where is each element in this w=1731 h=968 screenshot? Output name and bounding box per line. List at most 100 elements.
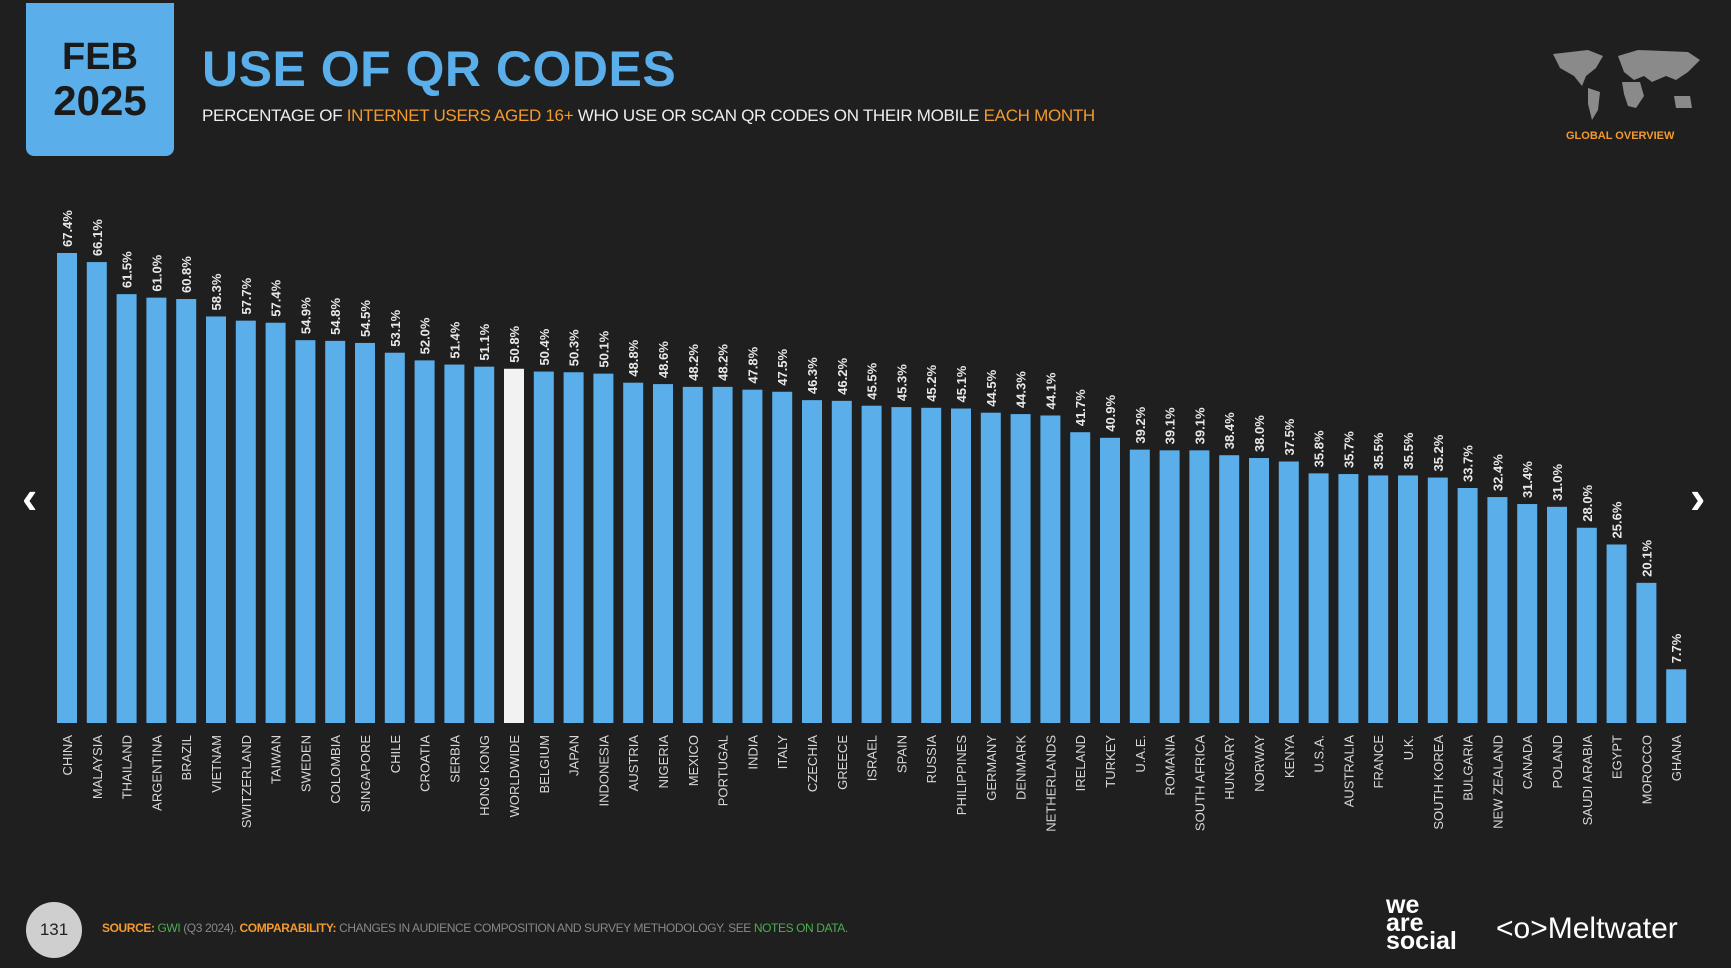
category-label: THAILAND xyxy=(120,735,135,799)
value-label: 51.4% xyxy=(447,321,462,358)
category-label: AUSTRIA xyxy=(626,735,641,792)
comparability-label: COMPARABILITY: xyxy=(239,921,337,935)
bar-japan xyxy=(563,372,584,723)
bar-norway xyxy=(1249,458,1269,723)
category-label: U.S.A. xyxy=(1312,735,1327,773)
value-label: 25.6% xyxy=(1610,501,1625,538)
bar-poland xyxy=(1547,506,1567,723)
bar-ireland xyxy=(1070,432,1091,723)
category-label: NEW ZEALAND xyxy=(1490,735,1505,829)
bar-hungary xyxy=(1219,455,1240,723)
bar-serbia xyxy=(444,364,465,723)
value-label: 66.1% xyxy=(90,219,105,256)
category-label: GHANA xyxy=(1669,735,1684,782)
category-label: CHINA xyxy=(60,735,75,776)
bar-croatia xyxy=(414,360,435,723)
category-label: CZECHIA xyxy=(805,735,820,792)
value-label: 52.0% xyxy=(418,317,433,354)
bar-philippines xyxy=(951,408,971,723)
subtitle: PERCENTAGE OF INTERNET USERS AGED 16+ WH… xyxy=(202,106,1095,126)
date-badge: FEB 2025 xyxy=(26,3,174,156)
category-label: MOROCCO xyxy=(1639,735,1654,804)
category-label: COLOMBIA xyxy=(328,735,343,804)
value-label: 50.8% xyxy=(507,325,522,362)
value-label: 48.2% xyxy=(686,344,701,381)
value-label: 39.2% xyxy=(1133,406,1148,443)
bar-china xyxy=(57,253,77,723)
bar-nigeria xyxy=(653,384,673,723)
notes-on-data-link[interactable]: NOTES ON DATA xyxy=(753,921,845,935)
bar-indonesia xyxy=(593,373,614,723)
category-label: BRAZIL xyxy=(179,735,194,781)
value-label: 35.7% xyxy=(1341,431,1356,468)
value-label: 50.3% xyxy=(567,329,582,366)
category-label: BELGIUM xyxy=(537,735,552,794)
bar-romania xyxy=(1159,450,1180,723)
value-label: 35.5% xyxy=(1401,432,1416,469)
value-label: 37.5% xyxy=(1282,418,1297,455)
value-label: 40.9% xyxy=(1103,394,1118,431)
category-label: HONG KONG xyxy=(477,735,492,816)
bar-south-korea xyxy=(1427,477,1448,723)
category-label: KENYA xyxy=(1282,735,1297,778)
category-label: VIETNAM xyxy=(209,735,224,793)
category-label: SWEDEN xyxy=(298,735,313,792)
category-label: TAIWAN xyxy=(269,735,284,784)
category-label: BULGARIA xyxy=(1461,735,1476,801)
category-label: SINGAPORE xyxy=(358,735,373,813)
value-label: 51.1% xyxy=(477,323,492,360)
bar-sweden xyxy=(295,340,316,723)
category-label: NORWAY xyxy=(1252,735,1267,792)
value-label: 44.5% xyxy=(984,369,999,406)
source-detail: (Q3 2024). xyxy=(180,921,240,935)
date-year: 2025 xyxy=(53,76,147,124)
value-label: 48.2% xyxy=(716,344,731,381)
category-label: GREECE xyxy=(835,735,850,790)
value-label: 35.8% xyxy=(1312,430,1327,467)
source-label: SOURCE: xyxy=(102,921,155,935)
value-label: 67.4% xyxy=(60,210,75,247)
page-title: USE OF QR CODES xyxy=(202,41,677,97)
footer-end: . xyxy=(844,921,848,935)
category-label: PHILIPPINES xyxy=(954,735,969,816)
category-label: WORLDWIDE xyxy=(507,735,522,818)
category-label: SOUTH AFRICA xyxy=(1192,735,1207,831)
category-label: U.K. xyxy=(1401,735,1416,760)
bar-greece xyxy=(831,400,852,723)
category-label: HUNGARY xyxy=(1222,735,1237,800)
category-label: SWITZERLAND xyxy=(239,735,254,828)
bar-australia xyxy=(1338,474,1359,723)
date-month: FEB xyxy=(62,35,138,78)
category-label: ISRAEL xyxy=(865,735,880,781)
category-label: ITALY xyxy=(775,735,790,770)
category-label: MALAYSIA xyxy=(90,735,105,799)
value-label: 50.1% xyxy=(596,330,611,367)
bar-argentina xyxy=(146,297,167,723)
category-label: SAUDI ARABIA xyxy=(1580,735,1595,826)
bar-egypt xyxy=(1606,544,1627,723)
value-label: 46.3% xyxy=(805,357,820,394)
bar-netherlands xyxy=(1040,415,1061,723)
value-label: 45.3% xyxy=(894,364,909,401)
category-label: NIGERIA xyxy=(656,735,671,789)
value-label: 32.4% xyxy=(1490,454,1505,491)
bar-portugal xyxy=(712,386,733,723)
category-label: CROATIA xyxy=(418,735,433,792)
next-arrow-icon[interactable]: › xyxy=(1690,471,1706,523)
prev-arrow-icon[interactable]: ‹ xyxy=(22,471,38,523)
page-number: 131 xyxy=(26,902,82,958)
category-label: NETHERLANDS xyxy=(1043,735,1058,832)
value-label: 54.8% xyxy=(328,298,343,335)
value-label: 45.1% xyxy=(954,365,969,402)
value-label: 54.5% xyxy=(358,300,373,337)
bar-kenya xyxy=(1278,461,1299,723)
category-label: ROMANIA xyxy=(1163,735,1178,796)
value-label: 58.3% xyxy=(209,273,224,310)
bar-canada xyxy=(1517,504,1538,723)
category-label: GERMANY xyxy=(984,735,999,801)
value-label: 41.7% xyxy=(1073,389,1088,426)
value-label: 45.5% xyxy=(865,362,880,399)
bar-austria xyxy=(623,382,644,723)
value-label: 57.4% xyxy=(269,279,284,316)
